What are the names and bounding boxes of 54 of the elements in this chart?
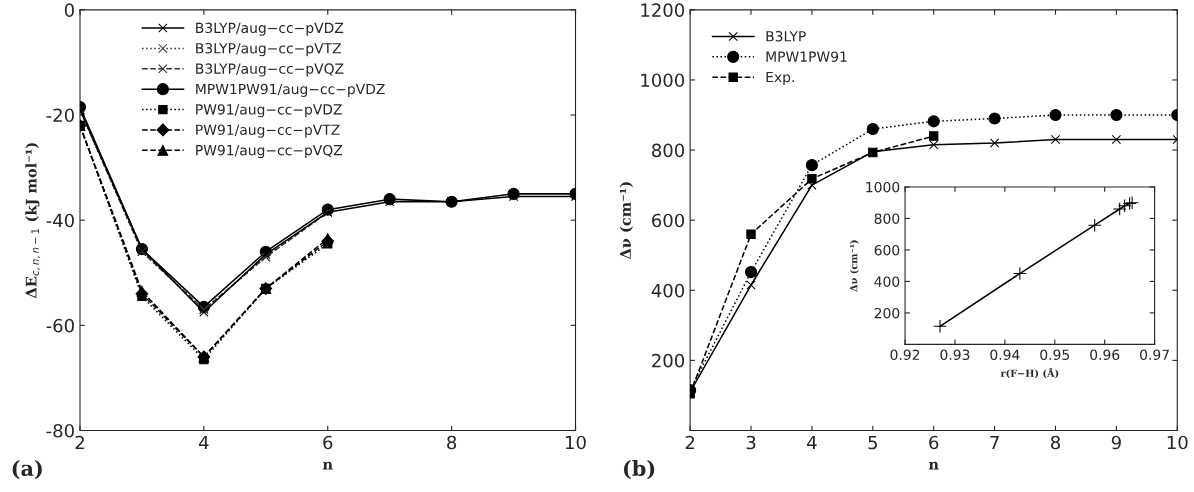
text: (b) xyxy=(623,459,655,480)
y-tick-label: 400 xyxy=(874,276,900,287)
legend-label: MPW1PW91 xyxy=(766,51,847,62)
x-tick-label: 6 xyxy=(929,435,939,450)
y-tick-label: -20 xyxy=(46,108,74,123)
x-axis-title: r(F−H) (Å) xyxy=(1000,367,1059,379)
y-axis-title: ΔE$_{c,n,n−1}$ (kJ mol⁻¹) xyxy=(25,143,41,299)
x-tick-label: 0.94 xyxy=(990,349,1020,361)
legend-label: PW91/aug−cc−pVQZ xyxy=(196,144,343,159)
x-tick-label: 5 xyxy=(868,435,877,450)
x-tick-label: 8 xyxy=(1050,435,1060,450)
x-tick-label: 3 xyxy=(746,435,756,450)
y-tick-label: 1000 xyxy=(866,181,900,193)
x-tick-label: 8 xyxy=(447,435,457,450)
y-tick-label: 800 xyxy=(874,213,900,224)
y-tick-label: 400 xyxy=(651,283,685,298)
x-tick-label: 0.92 xyxy=(890,349,920,361)
x-axis-title: n xyxy=(322,461,333,470)
x-tick-label: 0.96 xyxy=(1090,349,1120,361)
y-tick-label: 600 xyxy=(874,244,900,256)
x-tick-label: 0.97 xyxy=(1140,349,1169,361)
x-tick-label: 0.93 xyxy=(940,349,970,361)
legend-label: B3LYP/aug−cc−pVDZ xyxy=(196,22,344,36)
x-tick-label: 2 xyxy=(75,435,84,450)
y-tick-label: 1200 xyxy=(641,3,685,17)
y-axis-title: Δν (cm⁻¹) xyxy=(619,182,633,260)
x-tick-label: 10 xyxy=(566,435,586,450)
x-tick-label: 9 xyxy=(1111,435,1121,450)
y-tick-label: 800 xyxy=(652,143,685,158)
x-tick-label: 2 xyxy=(685,435,695,450)
y-tick-label: -60 xyxy=(46,318,74,333)
legend-label: PW91/aug−cc−pVTZ xyxy=(196,124,340,138)
x-tick-label: 0.95 xyxy=(1040,349,1070,361)
y-tick-label: -80 xyxy=(46,423,74,438)
y-axis-title: Δν (cm⁻¹) xyxy=(849,240,859,292)
x-tick-label: 4 xyxy=(199,435,209,450)
y-tick-label: -40 xyxy=(46,213,74,228)
y-tick-label: 1000 xyxy=(641,73,685,88)
legend-label: MPW1PW91/aug−cc−pVDZ xyxy=(196,83,385,97)
y-tick-label: 200 xyxy=(652,353,685,368)
y-tick-label: 0 xyxy=(64,3,74,17)
legend-label: B3LYP/aug−cc−pVQZ xyxy=(196,63,344,77)
x-tick-label: 7 xyxy=(990,435,999,450)
x-tick-label: 6 xyxy=(323,435,333,450)
text: (a) xyxy=(12,459,42,480)
x-axis-title: n xyxy=(928,461,939,470)
x-tick-label: 10 xyxy=(1167,435,1188,450)
x-tick-label: 4 xyxy=(807,435,817,450)
y-tick-label: 200 xyxy=(874,307,900,319)
legend-label: B3LYP/aug−cc−pVTZ xyxy=(196,42,341,57)
legend-label: Exp. xyxy=(766,71,794,85)
legend-label: B3LYP xyxy=(766,31,806,42)
legend-label: PW91/aug−cc−pVDZ xyxy=(196,104,342,118)
y-tick-label: 600 xyxy=(652,213,685,228)
